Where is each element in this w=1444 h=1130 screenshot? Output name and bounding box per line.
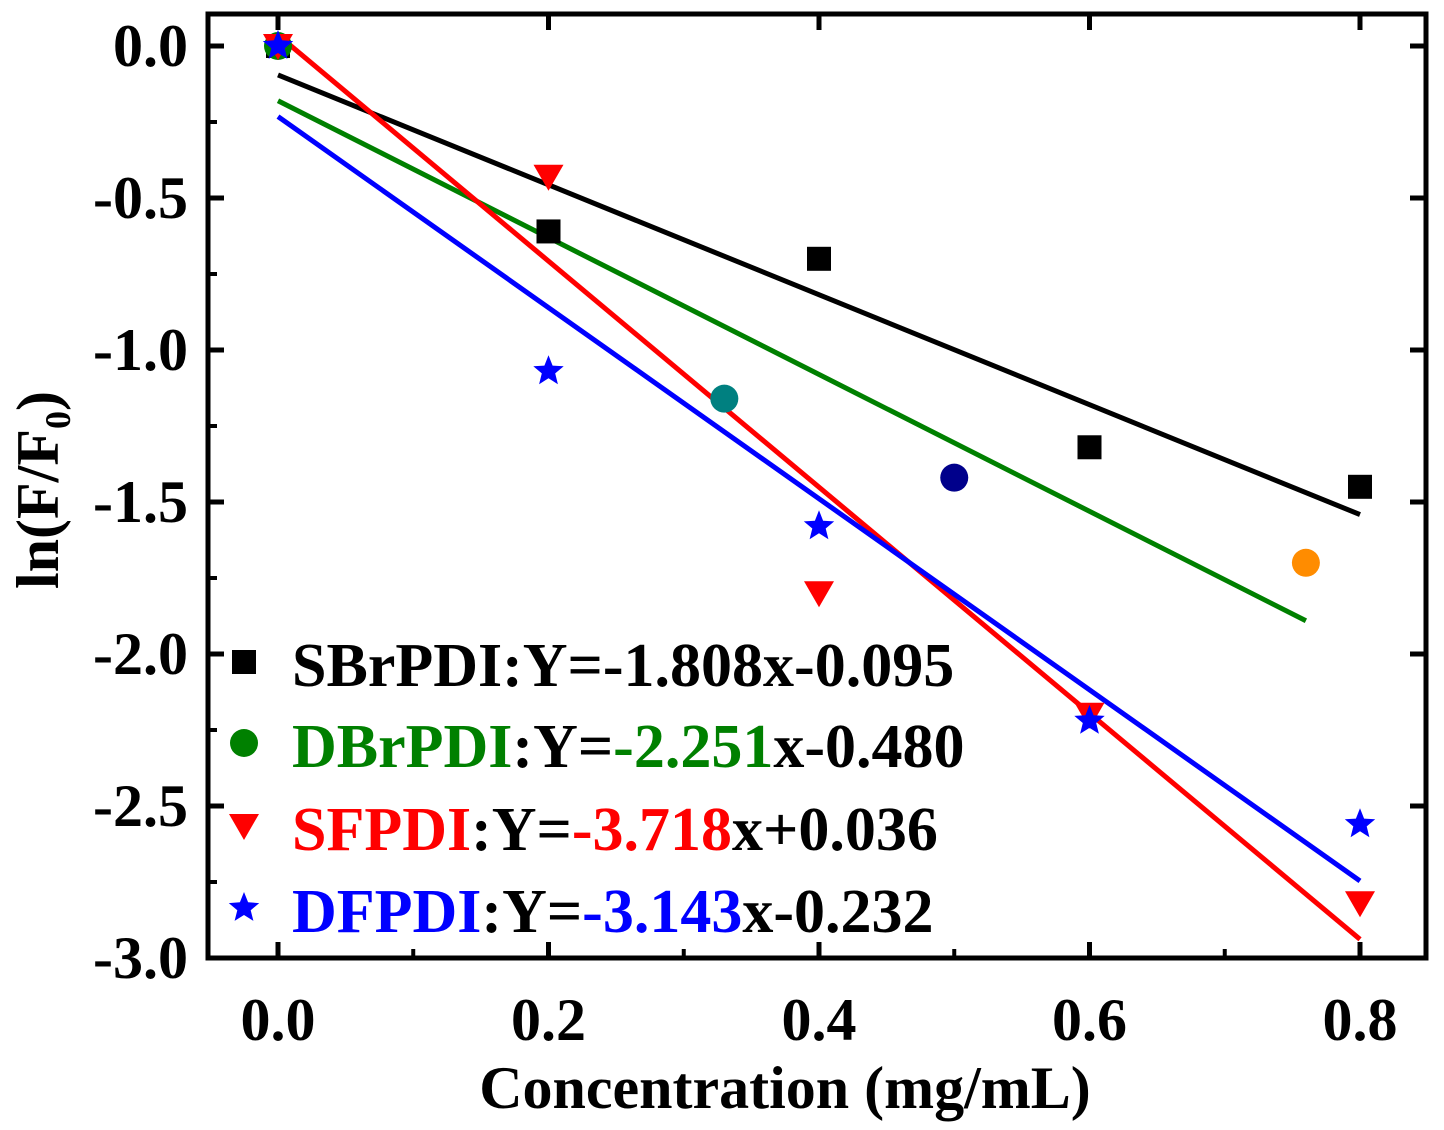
y-tick-label: -1.5 (93, 469, 188, 535)
legend: SBrPDI:Y=-1.808x-0.095DBrPDI:Y=-2.251x-0… (228, 632, 964, 946)
fit-line-sbrpdi (277, 72, 1361, 517)
fit-lines (276, 33, 1362, 942)
y-tick-label: -3.0 (93, 925, 188, 991)
data-point-dfpdi (533, 355, 564, 385)
y-tick-label: 0.0 (113, 13, 188, 79)
data-point-dfpdi (262, 30, 294, 59)
legend-marker-dfpdi (228, 892, 260, 921)
data-point-dfpdi (1074, 704, 1105, 734)
legend-intercept: -0.232 (773, 878, 933, 946)
legend-sep: :Y= (512, 713, 613, 781)
data-point-dbrpdi (710, 384, 739, 413)
legend-x: x (742, 878, 773, 946)
data-point-sbrpdi (1077, 435, 1102, 460)
legend-name: SBrPDI (292, 632, 502, 700)
data-point-sfpdi (804, 581, 834, 608)
legend-x: x (763, 632, 794, 700)
legend-intercept: +0.036 (763, 796, 938, 864)
y-tick-label: -2.0 (93, 621, 188, 687)
data-points (262, 30, 1376, 918)
legend-intercept: -0.480 (804, 713, 964, 781)
data-point-dfpdi (803, 510, 835, 540)
legend-name: SFPDI (292, 796, 471, 864)
legend-name: DFPDI (292, 878, 481, 946)
data-point-dfpdi (1344, 808, 1376, 838)
legend-entry-sbrpdi: SBrPDI:Y=-1.808x-0.095 (292, 632, 954, 700)
legend-sep: :Y= (502, 632, 603, 700)
fit-line-dbrpdi (276, 98, 1308, 624)
data-point-sfpdi (1345, 891, 1375, 918)
legend-sep: :Y= (471, 796, 572, 864)
legend-x: x (773, 713, 804, 781)
x-tick-label: 0.2 (511, 987, 586, 1053)
legend-slope: -1.808 (603, 632, 763, 700)
legend-entry-sfpdi: SFPDI:Y=-3.718x+0.036 (292, 796, 938, 864)
legend-entry-dbrpdi: DBrPDI:Y=-2.251x-0.480 (292, 713, 964, 781)
data-point-sbrpdi (807, 246, 831, 271)
legend-intercept: -0.095 (794, 632, 954, 700)
legend-x: x (732, 796, 763, 864)
data-point-sfpdi (533, 164, 564, 191)
y-tick-label: -2.5 (93, 773, 188, 839)
y-axis-title: ln(F/F₀) (5, 391, 71, 589)
legend-marker-sfpdi (229, 814, 259, 840)
legend-name: DBrPDI (292, 713, 512, 781)
data-point-sbrpdi (536, 219, 561, 244)
x-tick-label: 0.4 (782, 987, 857, 1053)
legend-slope: -2.251 (613, 713, 773, 781)
data-point-dbrpdi (1291, 548, 1320, 577)
x-axis-title: Concentration (mg/mL) (479, 1055, 1091, 1121)
legend-slope: -3.143 (582, 878, 742, 946)
data-point-sbrpdi (1348, 474, 1372, 499)
fit-line-sfpdi (276, 33, 1362, 942)
x-tick-label: 0.8 (1323, 987, 1398, 1053)
y-tick-label: -1.0 (93, 317, 188, 383)
x-tick-label: 0.6 (1052, 987, 1127, 1053)
y-tick-label: -0.5 (93, 165, 188, 231)
fit-line-dfpdi (276, 114, 1362, 883)
data-point-dbrpdi (940, 463, 969, 492)
legend-marker-dbrpdi (230, 729, 258, 757)
legend-sep: :Y= (481, 878, 582, 946)
axes: 0.0 0.2 0.4 0.6 0.8 0.0 -0.5 -1.0 -1.5 -2.0 -2.5 -3… (93, 11, 1429, 1053)
legend-slope: -3.718 (572, 796, 732, 864)
x-tick-label: 0.0 (241, 987, 316, 1053)
legend-entry-dfpdi: DFPDI:Y=-3.143x-0.232 (292, 878, 933, 946)
legend-marker-sbrpdi (232, 650, 256, 674)
